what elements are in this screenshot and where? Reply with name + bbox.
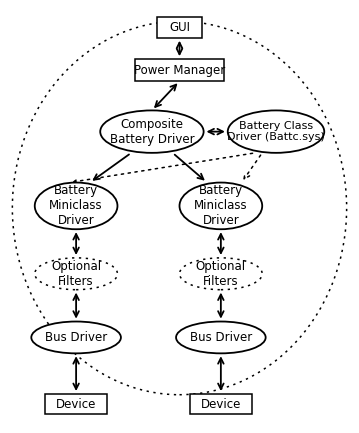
FancyBboxPatch shape bbox=[190, 394, 252, 414]
Text: Composite
Battery Driver: Composite Battery Driver bbox=[109, 118, 194, 145]
Ellipse shape bbox=[35, 258, 117, 290]
FancyBboxPatch shape bbox=[157, 17, 202, 38]
Ellipse shape bbox=[228, 110, 324, 153]
FancyBboxPatch shape bbox=[45, 394, 107, 414]
Text: Power Manager: Power Manager bbox=[134, 64, 225, 77]
Text: Battery Class
Driver (Battc.sys): Battery Class Driver (Battc.sys) bbox=[227, 121, 325, 142]
Text: GUI: GUI bbox=[169, 21, 190, 34]
Ellipse shape bbox=[176, 322, 266, 353]
Text: Device: Device bbox=[56, 397, 96, 410]
FancyBboxPatch shape bbox=[135, 59, 224, 81]
Ellipse shape bbox=[31, 322, 121, 353]
Ellipse shape bbox=[100, 110, 204, 153]
Text: Optional
Filters: Optional Filters bbox=[51, 260, 101, 288]
Text: Battery
Miniclass
Driver: Battery Miniclass Driver bbox=[194, 184, 248, 227]
Ellipse shape bbox=[180, 183, 262, 229]
Ellipse shape bbox=[35, 183, 117, 229]
Text: Device: Device bbox=[201, 397, 241, 410]
Text: Bus Driver: Bus Driver bbox=[190, 331, 252, 344]
Ellipse shape bbox=[180, 258, 262, 290]
Text: Optional
Filters: Optional Filters bbox=[196, 260, 246, 288]
Text: Bus Driver: Bus Driver bbox=[45, 331, 107, 344]
Text: Battery
Miniclass
Driver: Battery Miniclass Driver bbox=[49, 184, 103, 227]
